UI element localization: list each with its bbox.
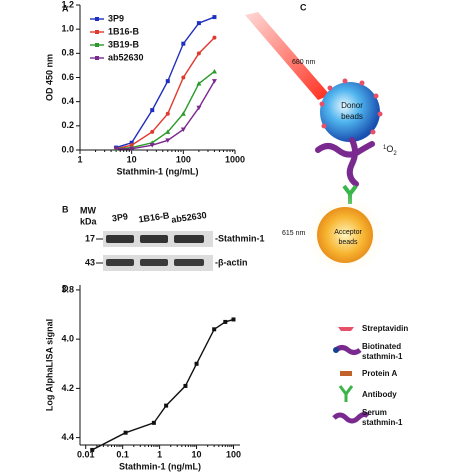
donor-label: beads	[341, 112, 363, 121]
data-point	[223, 319, 228, 324]
y-tick-label: 4.4	[61, 432, 74, 442]
legend-label: 1B16-B	[108, 26, 140, 36]
lane-label: 3P9	[111, 211, 128, 223]
data-point	[180, 127, 186, 132]
y-tick-label: 4.0	[61, 334, 74, 344]
y-tick-label: 3.8	[61, 284, 74, 294]
legend-label: 3P9	[108, 13, 124, 23]
data-point	[196, 21, 201, 26]
series-line	[116, 80, 216, 150]
data-point	[196, 81, 202, 86]
series-line	[91, 318, 234, 451]
panel-letter: A	[62, 3, 69, 13]
donor-label: Donor	[341, 101, 363, 110]
data-point	[151, 420, 156, 425]
x-tick-label: 1	[77, 154, 82, 164]
data-point	[183, 383, 188, 388]
x-tick-label: 100	[226, 449, 241, 459]
y-tick-label: 1.0	[61, 24, 74, 34]
data-point	[196, 51, 201, 56]
panel-letter: B	[62, 204, 69, 214]
data-point	[165, 111, 170, 116]
y-tick-label: 4.2	[61, 383, 74, 393]
y-tick-label: 0.2	[61, 120, 74, 130]
legend-label: Biotinated	[362, 342, 401, 351]
panel-letter: D	[62, 283, 69, 293]
data-point	[113, 146, 119, 152]
data-point	[164, 403, 169, 408]
data-point	[196, 105, 202, 111]
legend-label: stathmin-1	[362, 352, 403, 361]
x-tick-label: 0.01	[77, 449, 95, 459]
x-tick-label: 10	[192, 449, 202, 459]
y-tick-label: 0.8	[61, 48, 74, 58]
data-point	[212, 35, 217, 40]
legend-marker	[95, 43, 99, 47]
data-point	[212, 15, 217, 20]
kda-label: kDa	[80, 216, 98, 226]
mw-marker: 17	[85, 233, 95, 243]
data-point	[165, 129, 171, 134]
legend-label: Serum	[362, 408, 387, 417]
data-point	[211, 79, 217, 84]
data-point	[149, 143, 155, 148]
legend-label: Protein A	[362, 369, 397, 378]
y-axis-label: OD 450 nm	[44, 54, 54, 101]
legend-label: Streptavidin	[362, 324, 408, 333]
data-point	[165, 138, 171, 143]
legend-marker	[95, 17, 99, 21]
data-point	[129, 146, 135, 152]
singlet-part: 2	[393, 151, 397, 157]
lane-label: ab52630	[171, 210, 208, 225]
x-tick-label: 0.1	[116, 449, 129, 459]
legend-label: ab52630	[108, 52, 144, 62]
data-point	[150, 129, 155, 134]
panel-letter: C	[300, 2, 307, 12]
legend-marker	[95, 56, 99, 60]
data-point	[123, 430, 128, 435]
laser-label: 680 nm	[292, 59, 316, 66]
data-point	[180, 111, 186, 116]
data-point	[194, 361, 199, 366]
data-point	[211, 68, 217, 74]
y-tick-label: 0.4	[61, 96, 74, 106]
data-point	[165, 79, 170, 84]
y-tick-label: 1.2	[61, 0, 74, 9]
data-point	[231, 317, 236, 322]
mw-label: MW	[80, 205, 96, 215]
data-point	[212, 327, 217, 332]
legend-label: Antibody	[362, 390, 397, 399]
y-tick-label: 0.6	[61, 72, 74, 82]
acceptor-label: beads	[338, 239, 358, 246]
band-label: -β-actin	[215, 257, 248, 267]
mw-marker: 43	[85, 257, 95, 267]
data-point	[129, 140, 134, 145]
legend-label: stathmin-1	[362, 418, 403, 427]
data-point	[150, 108, 155, 113]
singlet-part: 1	[383, 145, 387, 151]
x-axis-label: Stathmin-1 (ng/mL)	[117, 166, 199, 176]
data-point	[90, 447, 95, 452]
data-point	[181, 75, 186, 80]
legend-marker	[95, 30, 99, 34]
x-tick-label: 10	[127, 154, 137, 164]
x-axis-label: Stathmin-1 (ng/mL)	[119, 461, 201, 471]
x-tick-label: 100	[176, 154, 191, 164]
singlet-part: O	[386, 144, 393, 154]
y-axis-label: Log AlphaLISA signal	[44, 319, 54, 411]
diagram-art	[245, 12, 387, 424]
x-tick-label: 1000	[225, 154, 245, 164]
x-tick-label: 1	[157, 449, 162, 459]
data-point	[181, 41, 186, 46]
blot-image	[96, 231, 213, 271]
legend-label: 3B19-B	[108, 39, 140, 49]
singlet-oxygen: 1O2	[383, 144, 397, 156]
band-label: -Stathmin-1	[215, 233, 265, 243]
emission-label: 615 nm	[282, 230, 306, 237]
lane-label: 1B16-B	[138, 210, 171, 224]
acceptor-label: Acceptor	[334, 229, 362, 236]
y-tick-label: 0.0	[61, 144, 74, 154]
